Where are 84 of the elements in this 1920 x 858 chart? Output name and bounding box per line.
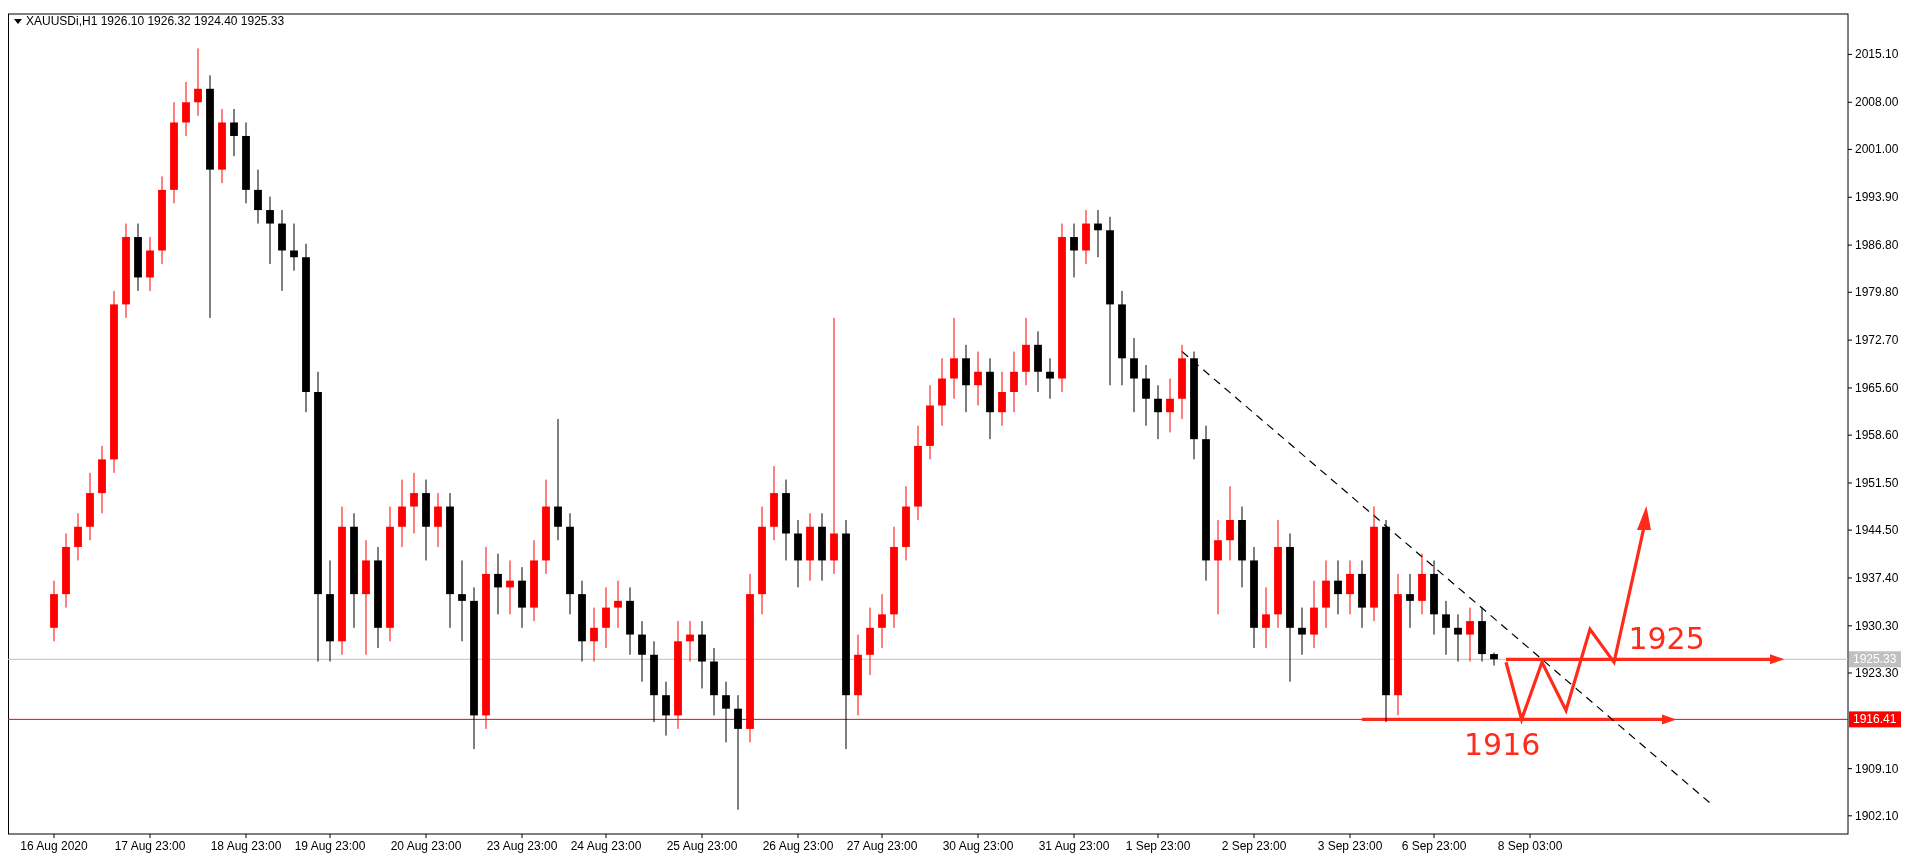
candlestick: [1490, 652, 1498, 667]
ref-line-label: 1916.41: [1853, 712, 1897, 727]
y-tick-label: 1965.60: [1855, 380, 1899, 395]
x-tick-label: 18 Aug 23:00: [210, 839, 282, 853]
y-tick-label: 1993.90: [1855, 190, 1899, 205]
candlestick: [1130, 337, 1138, 413]
x-tick-label: 3 Sep 23:00: [1317, 839, 1383, 853]
candlestick: [506, 559, 514, 615]
candlestick: [1070, 223, 1078, 278]
x-tick-label: 30 Aug 23:00: [942, 839, 1014, 853]
annotation: 1916: [1464, 727, 1541, 763]
candlestick: [398, 479, 406, 548]
y-tick-label: 2015.10: [1855, 47, 1899, 62]
candlestick: [1226, 485, 1234, 561]
y-tick-label: 1979.80: [1855, 285, 1899, 300]
candlestick: [410, 472, 418, 534]
candlestick: [1142, 364, 1150, 427]
candlestick: [1214, 519, 1222, 615]
candlestick: [1334, 559, 1342, 615]
candlestick: [950, 317, 958, 400]
x-tick-label: 20 Aug 23:00: [390, 839, 462, 853]
candlestick: [1406, 573, 1414, 629]
candlestick: [602, 586, 610, 649]
x-tick-label: 26 Aug 23:00: [762, 839, 834, 853]
x-tick-label: 17 Aug 23:00: [114, 839, 186, 853]
candlestick: [998, 371, 1006, 427]
candlestick: [662, 681, 670, 737]
x-tick-label: 6 Sep 23:00: [1401, 839, 1467, 853]
candlestick: [638, 620, 646, 683]
x-tick-label: 19 Aug 23:00: [294, 839, 366, 853]
y-tick-label: 1937.40: [1855, 570, 1899, 585]
x-tick-label: 24 Aug 23:00: [570, 839, 642, 853]
candlestick: [554, 418, 562, 541]
x-tick-label: 25 Aug 23:00: [666, 839, 738, 853]
y-tick-label: 1986.80: [1855, 238, 1899, 253]
y-tick-label: 1902.10: [1855, 808, 1899, 823]
x-tick-label: 23 Aug 23:00: [486, 839, 558, 853]
candlestick: [434, 492, 442, 548]
candlestick: [194, 47, 202, 117]
y-tick-label: 1951.50: [1855, 475, 1899, 490]
annotation: 1925: [1628, 621, 1705, 657]
candlestick: [230, 108, 238, 157]
y-tick-label: 1972.70: [1855, 333, 1899, 348]
x-tick-label: 1 Sep 23:00: [1125, 839, 1191, 853]
candlestick: [182, 81, 190, 137]
candlestick: [734, 694, 742, 811]
candlestick: [1010, 351, 1018, 413]
candlestick: [1466, 607, 1474, 663]
y-tick-label: 1909.10: [1855, 761, 1899, 776]
candlestick: [1046, 357, 1054, 400]
candlestick: [290, 223, 298, 272]
candlestick: [1094, 209, 1102, 258]
x-tick-label: 31 Aug 23:00: [1038, 839, 1110, 853]
x-tick-label: 27 Aug 23:00: [846, 839, 918, 853]
x-tick-label: 8 Sep 03:00: [1497, 839, 1563, 853]
y-tick-label: 1930.30: [1855, 618, 1899, 633]
x-tick-label: 2 Sep 23:00: [1221, 839, 1287, 853]
candlestick: [878, 593, 886, 649]
candlestick: [458, 559, 466, 642]
x-tick-label: 16 Aug 2020: [20, 839, 89, 853]
y-tick-label: 2008.00: [1855, 95, 1899, 110]
candlestick: [974, 351, 982, 406]
y-tick-label: 1944.50: [1855, 523, 1899, 538]
candlestick: [686, 620, 694, 663]
candlestick: [266, 196, 274, 265]
candlestick: [1346, 559, 1354, 615]
candlestick: [254, 169, 262, 225]
ref-line-label: 1925.33: [1853, 652, 1897, 667]
candlestick: [1442, 600, 1450, 656]
candlestick: [722, 681, 730, 743]
candlestick: [1298, 607, 1306, 656]
candlestick: [1166, 378, 1174, 433]
y-tick-label: 1923.30: [1855, 665, 1899, 680]
y-tick-label: 1958.60: [1855, 428, 1899, 443]
y-tick-label: 2001.00: [1855, 142, 1899, 157]
candlestick: [1262, 586, 1270, 649]
candlestick: [494, 553, 502, 615]
candlestick: [590, 607, 598, 663]
candlestick: [1154, 384, 1162, 440]
candlestick: [614, 580, 622, 629]
candlestick: [1454, 613, 1462, 663]
candlestick: [830, 317, 838, 575]
chart-title: XAUUSDi,H1 1926.10 1926.32 1924.40 1925.33: [26, 14, 285, 28]
candlestick: [74, 512, 82, 561]
